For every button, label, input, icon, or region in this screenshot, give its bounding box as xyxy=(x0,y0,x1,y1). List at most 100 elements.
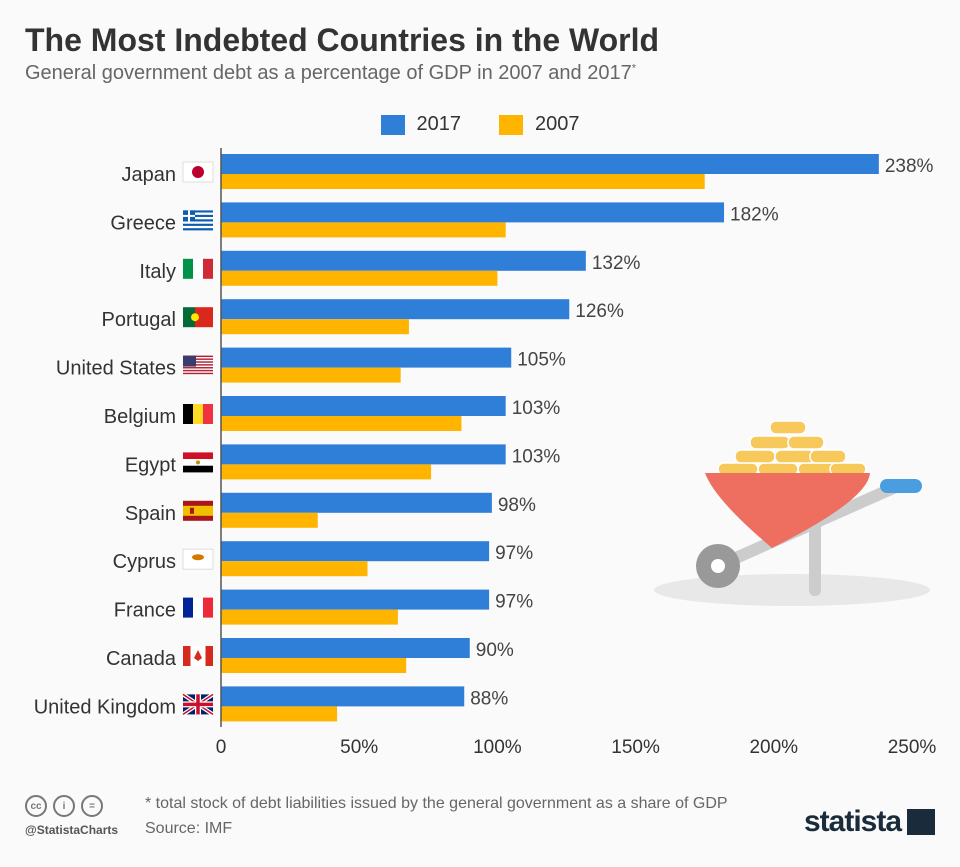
data-label: 105% xyxy=(517,350,566,371)
bar-2017-united-kingdom xyxy=(221,686,465,707)
bar-2017-belgium xyxy=(221,396,506,416)
flag-stripe xyxy=(183,367,213,369)
bar-2007-united-states xyxy=(221,367,401,383)
category-label: Italy xyxy=(139,261,176,283)
flag-stripe xyxy=(193,404,203,424)
bar-2007-cyprus xyxy=(221,561,368,577)
category-label: United Kingdom xyxy=(34,696,176,718)
flag-stripe xyxy=(183,217,213,220)
spain-flag-icon xyxy=(183,500,213,521)
japan-flag-icon xyxy=(182,161,214,183)
data-label: 97% xyxy=(495,592,533,613)
bar-2007-greece xyxy=(221,222,506,238)
data-label: 103% xyxy=(512,446,561,467)
bar-2017-france xyxy=(221,589,490,610)
flag-stripe xyxy=(195,307,213,328)
statista-logo[interactable]: statista xyxy=(804,805,936,839)
twitter-handle[interactable]: @StatistaCharts xyxy=(25,823,119,837)
bar-2007-italy xyxy=(221,270,498,286)
uk-flag-icon xyxy=(181,692,215,717)
no-derivatives-icon: = xyxy=(81,795,103,817)
data-label: 98% xyxy=(498,495,536,516)
cc-icon: cc xyxy=(25,795,47,817)
flag-cross xyxy=(183,694,213,715)
flag-cross xyxy=(183,214,195,217)
bar-chart: 238% Japan 182% Greece 132% Italy 126% Portugal… xyxy=(34,148,937,758)
bar-2007-spain xyxy=(221,512,318,528)
data-label: 88% xyxy=(470,688,508,709)
bar-2017-united-states xyxy=(221,347,512,368)
flag-stripe xyxy=(183,361,213,363)
category-label: Greece xyxy=(110,212,176,234)
flag-emblem xyxy=(191,313,199,322)
belgium-flag-icon xyxy=(183,404,213,424)
legend-swatch-2007 xyxy=(499,114,523,135)
category-label: Canada xyxy=(106,648,177,670)
flag-stripe xyxy=(193,597,203,618)
bar-2007-portugal xyxy=(221,319,409,335)
data-label: 126% xyxy=(575,301,624,322)
x-tick-label: 200% xyxy=(749,737,798,758)
flag-emblem xyxy=(196,460,200,465)
legend-label-2007: 2007 xyxy=(535,113,580,135)
bar-2007-france xyxy=(221,609,398,625)
category-label: France xyxy=(114,600,176,622)
bars: 238% Japan 182% Greece 132% Italy 126% Portugal… xyxy=(34,148,937,758)
bar-2017-greece xyxy=(221,202,725,223)
flag-disc xyxy=(192,166,204,178)
flag-island xyxy=(192,554,204,561)
flag-stripe xyxy=(203,597,213,618)
bar-2007-belgium xyxy=(221,416,462,431)
us-flag-icon xyxy=(183,355,213,375)
flag-stripe xyxy=(183,212,213,215)
flag-stripe xyxy=(183,358,213,360)
bar-2017-canada xyxy=(221,638,470,658)
legend-item-2007: 2007 xyxy=(499,113,580,136)
attribution-icon: i xyxy=(53,795,75,817)
flag-stripe xyxy=(183,597,193,618)
data-label: 238% xyxy=(885,156,934,177)
flag-stripe xyxy=(183,228,213,231)
category-label: Cyprus xyxy=(113,551,176,573)
flag-stripe xyxy=(183,210,213,213)
bar-2017-portugal xyxy=(221,299,570,320)
flag-stripe xyxy=(205,646,213,666)
bar-2017-egypt xyxy=(221,444,506,465)
flag-stripe xyxy=(193,258,203,279)
chart-subtitle: General government debt as a percentage … xyxy=(25,62,636,85)
source: Source: IMF xyxy=(145,820,233,837)
flag-stripe xyxy=(183,465,213,473)
chart-title: The Most Indebted Countries in the World xyxy=(25,22,660,58)
legend-label-2017: 2017 xyxy=(416,113,462,135)
flag-stripe xyxy=(183,258,193,279)
category-label: Japan xyxy=(122,164,177,186)
flag-stripe xyxy=(203,404,213,424)
statista-logo-icon xyxy=(907,809,936,835)
flag-stripe xyxy=(183,355,213,358)
greece-flag-icon xyxy=(183,210,213,231)
flag-leaf xyxy=(194,650,202,661)
x-tick-label: 250% xyxy=(888,737,937,758)
bar-2017-cyprus xyxy=(221,541,490,562)
flag-stripe xyxy=(183,364,213,366)
cyprus-flag-icon xyxy=(182,548,214,570)
data-label: 90% xyxy=(476,640,514,661)
flag-stripe xyxy=(183,452,213,460)
flag-stripe xyxy=(183,221,213,224)
flag-stripe xyxy=(203,258,213,279)
footnote-mark: * xyxy=(631,62,636,75)
portugal-flag-icon xyxy=(183,307,213,328)
bar-2007-canada xyxy=(221,658,407,673)
bar-2017-japan xyxy=(221,154,879,174)
flag-stripe xyxy=(183,505,213,516)
brand-text: statista xyxy=(804,805,902,838)
category-label: Belgium xyxy=(104,406,176,428)
italy-flag-icon xyxy=(183,258,213,279)
category-label: United States xyxy=(56,358,176,380)
flag-emblem xyxy=(190,507,194,514)
flag-stripe xyxy=(183,372,213,375)
category-label: Spain xyxy=(125,503,176,525)
bar-2007-japan xyxy=(221,174,705,189)
legend: 2017 2007 xyxy=(0,113,960,136)
